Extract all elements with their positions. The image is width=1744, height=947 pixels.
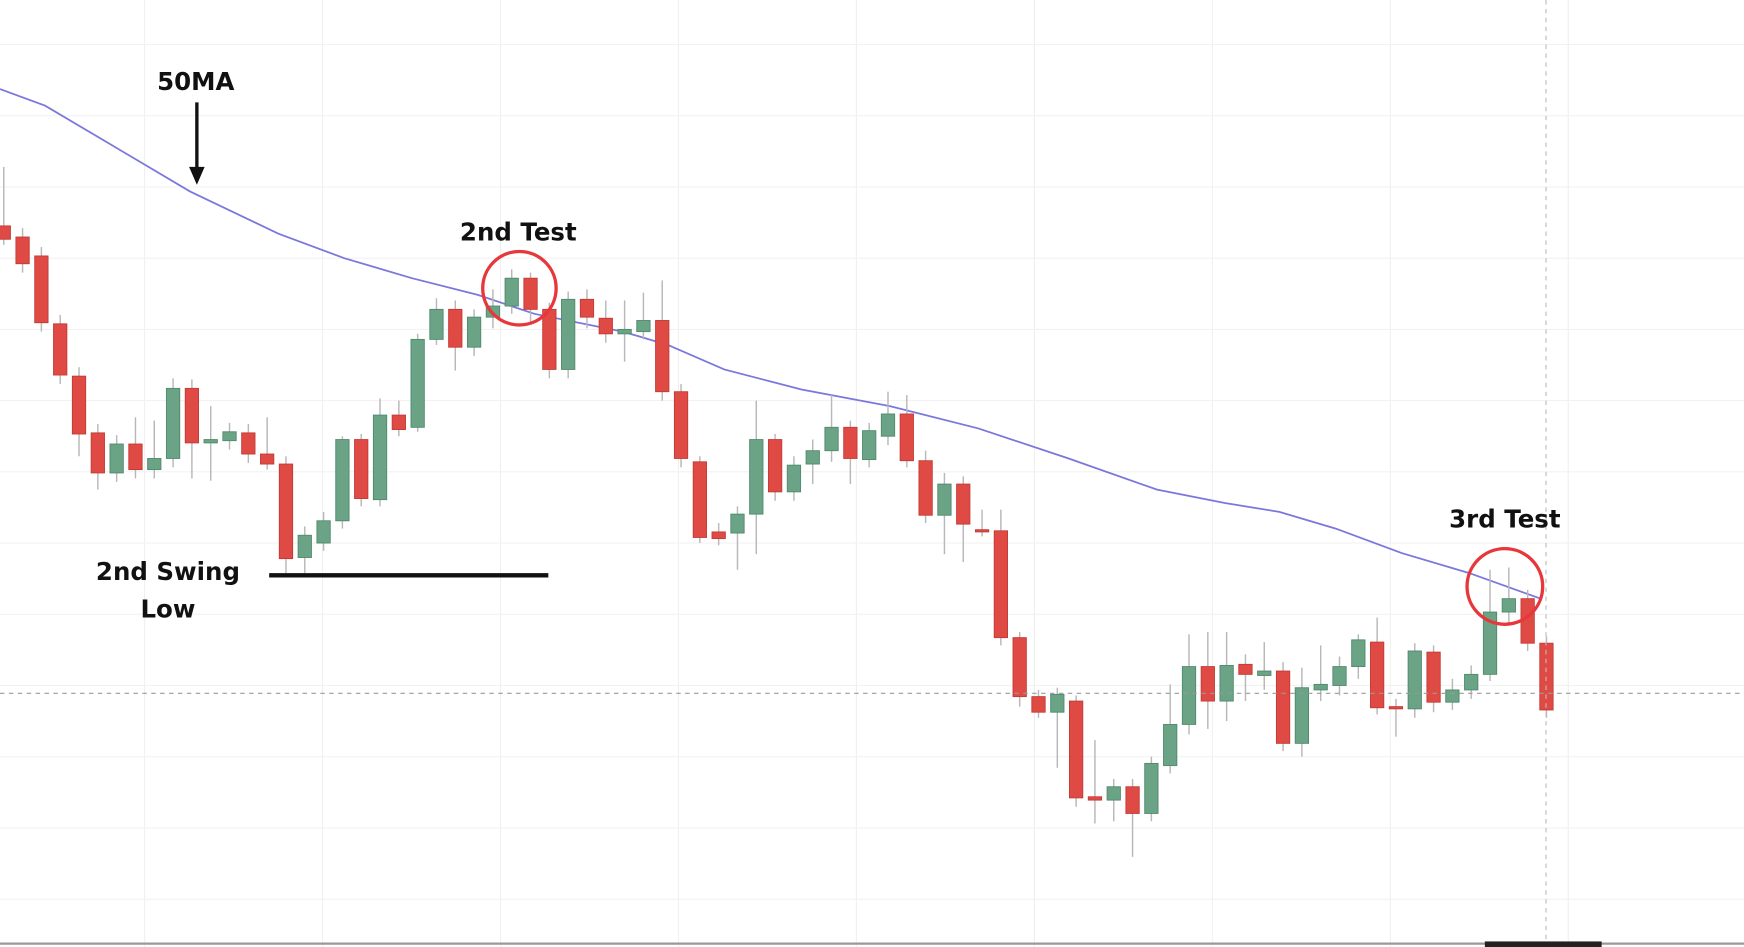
candle-body: [391, 414, 406, 430]
candle-body: [880, 413, 896, 437]
candle-body: [466, 316, 482, 348]
candle-body: [316, 520, 331, 544]
candle-body: [147, 458, 162, 471]
annotation-2nd-swing-low: 2nd Swing Low: [95, 558, 240, 625]
candle-body: [1332, 666, 1347, 686]
candle-body: [786, 464, 802, 493]
candle-body: [71, 375, 87, 435]
candle-body: [1012, 637, 1027, 698]
candle-body: [1464, 673, 1479, 691]
candle-body: [692, 461, 707, 538]
candle-body: [448, 308, 463, 348]
candle-body: [730, 513, 745, 534]
candle-body: [1163, 723, 1178, 767]
candle-body: [993, 530, 1008, 639]
candle-body: [260, 453, 275, 465]
candle-body: [1200, 666, 1215, 702]
candle-body: [673, 391, 689, 459]
candle-body: [843, 426, 858, 459]
candle-body: [1294, 687, 1310, 744]
candle-body: [1031, 696, 1046, 713]
candle-body: [1388, 706, 1404, 710]
candle-body: [711, 531, 726, 540]
annotation-box: 2nd Swing Low: [95, 558, 240, 625]
candle-body: [0, 225, 11, 240]
candle-body: [1275, 670, 1291, 744]
candle-body: [1069, 700, 1084, 799]
annotation-2nd-test: 2nd Test: [460, 217, 577, 246]
candle-body: [1482, 611, 1498, 675]
candles: [0, 88, 1554, 857]
candle-body: [297, 534, 312, 558]
candle-body: [278, 463, 294, 560]
candle-body: [335, 439, 350, 522]
annotation-50ma: 50MA: [157, 67, 234, 96]
candle-body: [1106, 786, 1121, 801]
candle-body: [1501, 598, 1516, 613]
candle-body: [749, 439, 764, 515]
arrow-head: [189, 166, 205, 185]
candle-body: [109, 443, 124, 474]
candle-body: [598, 317, 613, 335]
candle-body: [1050, 693, 1065, 713]
candle-body: [354, 439, 369, 499]
candle-body: [523, 277, 538, 310]
candle-body: [34, 255, 49, 324]
candle-body: [203, 439, 218, 444]
circle-3rd-test: [1465, 546, 1545, 626]
moving-average-line: [0, 88, 1542, 600]
scroll-handle: [1484, 941, 1602, 947]
candle-body: [1219, 665, 1234, 702]
candle-body: [1351, 639, 1366, 668]
candle-body: [824, 426, 839, 452]
candle-body: [1257, 670, 1272, 676]
candle-body: [1370, 641, 1385, 709]
candle-body: [1426, 651, 1441, 703]
candle-body: [655, 320, 670, 393]
candle-body: [805, 450, 820, 465]
candle-body: [1125, 786, 1140, 814]
candle-body: [937, 483, 952, 516]
candle-body: [542, 308, 557, 370]
candle-body: [372, 414, 388, 501]
candle-body: [90, 432, 105, 474]
candle-body: [1181, 666, 1197, 725]
candle-body: [918, 460, 933, 516]
candle-body: [222, 431, 237, 442]
candle-body: [1313, 683, 1328, 691]
candle-body: [579, 298, 595, 318]
candle-body: [1144, 762, 1159, 814]
candle-body: [241, 432, 256, 455]
candle-body: [956, 483, 971, 525]
candle-body: [504, 277, 519, 307]
candle-body: [617, 328, 632, 335]
circle-2nd-test: [481, 249, 558, 327]
candle-body: [899, 413, 914, 462]
candle-body: [561, 298, 576, 370]
candle-body: [1087, 796, 1103, 801]
candle-body: [53, 323, 68, 376]
candle-body: [429, 308, 444, 340]
candle-body: [184, 387, 200, 444]
candle-body: [767, 439, 783, 493]
candle-body: [1407, 650, 1422, 710]
candle-body: [128, 443, 143, 471]
candle-body: [636, 320, 651, 333]
candle-body: [1445, 689, 1460, 703]
candle-body: [974, 529, 990, 533]
annotation-3rd-test: 3rd Test: [1449, 504, 1561, 533]
candle-body: [862, 430, 877, 461]
candle-body: [1238, 663, 1253, 675]
candle-body: [15, 236, 30, 265]
candle-body: [410, 338, 425, 428]
candle-body: [165, 387, 181, 459]
